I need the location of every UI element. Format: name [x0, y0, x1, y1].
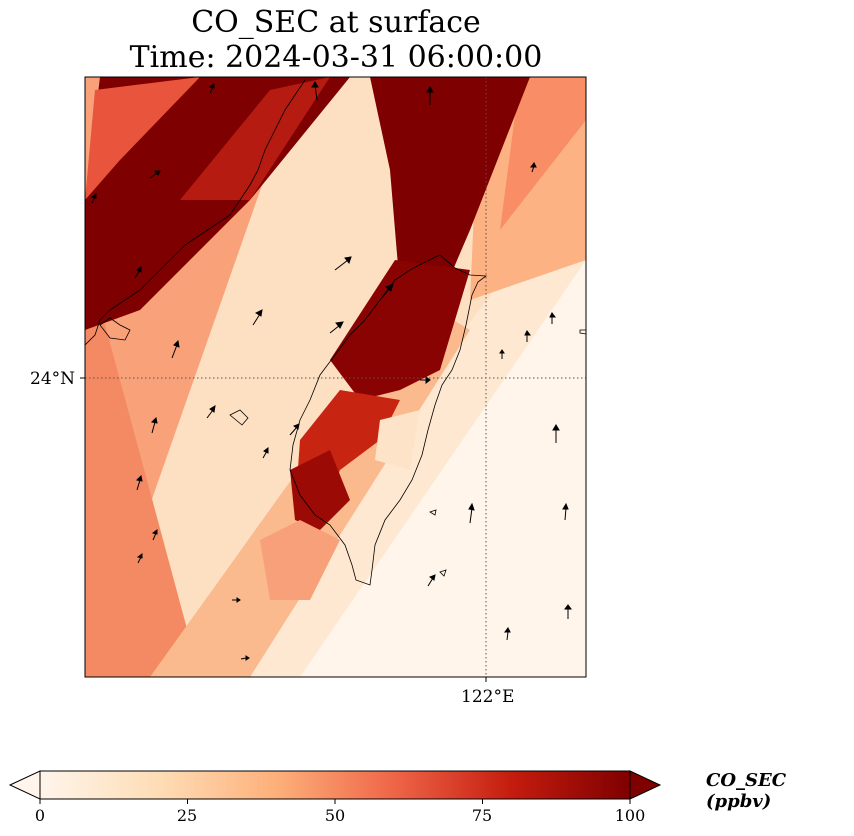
colorbar-max-extend: [629, 770, 662, 800]
colorbar-tick-label: 75: [471, 806, 493, 825]
wind-vectors: [90, 81, 572, 661]
colorbar-tick-label: 100: [614, 806, 646, 825]
lon-tick-label: 122°E: [461, 687, 515, 707]
colorbar-tick-label: 25: [176, 806, 198, 825]
map-title-line2: Time: 2024-03-31 06:00:00: [129, 40, 543, 75]
lat-tick-label: 24°N: [30, 369, 76, 389]
colorbar-min-extend: [8, 770, 41, 800]
central-plume: [330, 260, 470, 400]
colorbar: [8, 770, 662, 804]
ne-plume: [370, 77, 530, 300]
colorbar-bar: [39, 770, 631, 800]
concentration-field: [85, 77, 586, 677]
map-title-line1: CO_SEC at surface: [191, 5, 481, 40]
colorbar-tick-label: 0: [34, 806, 46, 825]
colorbar-tick-label: 50: [324, 806, 346, 825]
gridlines: [85, 77, 586, 677]
map-frame: [84, 76, 587, 678]
colorbar-label: CO_SEC (ppbv): [706, 770, 787, 812]
coastline: [85, 79, 586, 586]
